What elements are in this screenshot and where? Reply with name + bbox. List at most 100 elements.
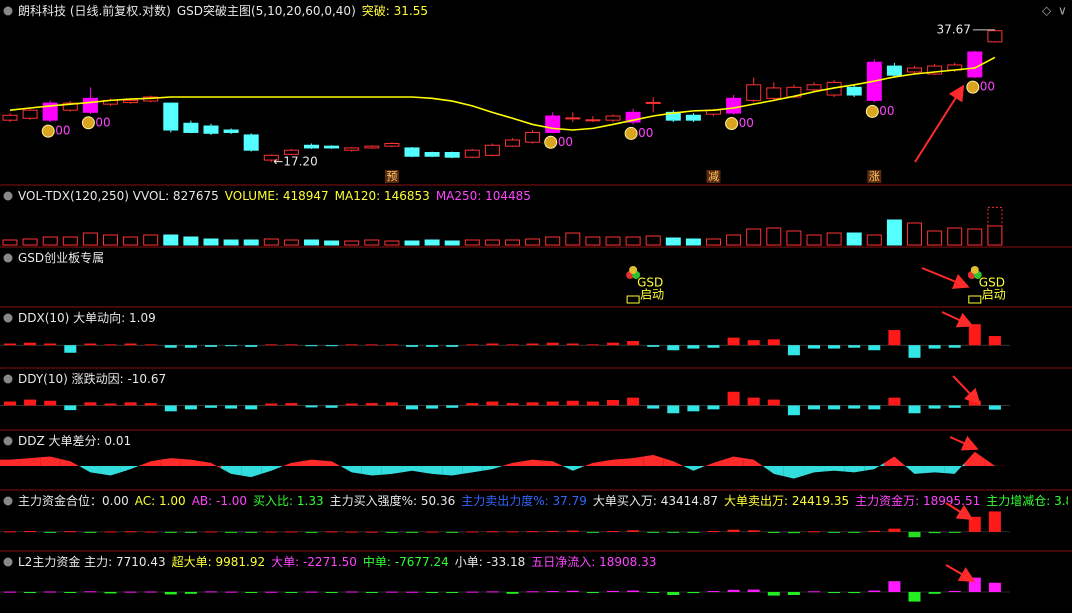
candle-body <box>42 102 58 121</box>
volume-bar <box>866 234 882 246</box>
bar <box>466 591 479 593</box>
signal-text: GSD <box>979 276 1005 290</box>
bar <box>747 397 760 406</box>
candle-body <box>585 119 601 122</box>
area-segment <box>241 466 262 478</box>
bar <box>446 531 459 533</box>
window-icon[interactable]: ∨ <box>1058 4 1067 18</box>
panel-toggle[interactable] <box>3 557 13 567</box>
bar <box>667 531 680 533</box>
bar <box>808 405 820 410</box>
header-item: 大单买入万: 43414.87 <box>593 494 718 508</box>
area-segment <box>743 458 764 467</box>
area-segment <box>824 466 845 472</box>
panel-toggle[interactable] <box>3 313 13 323</box>
candle-body <box>444 152 460 158</box>
area-segment <box>904 465 925 474</box>
volume-bar <box>62 236 78 246</box>
area-segment <box>281 461 302 467</box>
volume-bar <box>103 234 118 246</box>
bar <box>988 405 1001 410</box>
bar <box>787 405 800 416</box>
bar <box>225 405 238 409</box>
bar <box>245 592 258 593</box>
bar <box>446 405 459 408</box>
volume-bar <box>886 219 902 246</box>
bar <box>707 531 720 533</box>
bar <box>828 592 841 593</box>
candle-body <box>545 115 561 133</box>
marker-text: 涨 <box>869 170 880 183</box>
bar <box>586 344 599 346</box>
candle-body <box>283 149 299 155</box>
bar <box>4 531 16 533</box>
bar <box>928 592 941 594</box>
volume-bar <box>203 238 219 246</box>
signal-coin <box>81 116 95 130</box>
window-icon[interactable]: ◇ <box>1042 4 1052 18</box>
bar <box>84 343 97 346</box>
header-item: 主力资金合位：0.00 <box>18 493 129 508</box>
signal-coin <box>865 104 879 118</box>
area-segment <box>180 458 201 466</box>
bar <box>808 531 820 533</box>
marker-text: 预 <box>386 170 397 183</box>
panel-toggle[interactable] <box>3 436 13 446</box>
area-segment <box>361 466 382 476</box>
bar <box>225 531 238 533</box>
volume-bar <box>22 238 38 246</box>
area-segment <box>984 458 1005 466</box>
bar <box>767 339 780 346</box>
bar <box>647 592 660 593</box>
bar <box>687 405 700 412</box>
signal-coin <box>544 135 558 149</box>
bar <box>526 402 539 406</box>
header-item: VOLUME: 418947 <box>225 189 329 203</box>
candle-body <box>726 97 742 114</box>
bar <box>44 591 57 593</box>
header-item: 大单: -2271.50 <box>271 555 357 569</box>
bar <box>245 345 258 347</box>
bar <box>888 397 901 406</box>
candle-body <box>886 65 902 76</box>
bar <box>426 592 439 593</box>
panel-toggle[interactable] <box>3 374 13 384</box>
bar <box>988 511 1001 532</box>
area-segment <box>542 460 563 466</box>
signal-label: 00 <box>739 116 754 130</box>
bar <box>466 344 479 346</box>
bar <box>164 345 177 348</box>
volume-bar <box>927 230 943 246</box>
bar <box>245 405 258 410</box>
header-item: 突破: 31.55 <box>362 3 428 18</box>
area-segment <box>783 466 804 479</box>
bar <box>64 531 77 533</box>
bar <box>325 405 338 408</box>
signal-coin <box>966 80 980 94</box>
volume-bar <box>786 230 802 246</box>
bar <box>526 343 539 346</box>
bar <box>64 345 77 353</box>
bar <box>164 405 177 412</box>
candle-body <box>565 117 581 120</box>
panel-toggle[interactable] <box>3 253 13 263</box>
bar <box>385 531 398 533</box>
bar <box>225 591 238 593</box>
bar <box>506 592 519 594</box>
bar <box>687 531 700 533</box>
bar <box>285 592 298 593</box>
bar <box>345 403 358 406</box>
candle-body <box>525 131 541 143</box>
area-segment <box>562 466 583 471</box>
candle-body <box>685 114 701 121</box>
panel-toggle[interactable] <box>3 6 13 16</box>
panel-toggle[interactable] <box>3 496 13 506</box>
bar <box>566 400 579 406</box>
area-segment <box>40 456 61 466</box>
bar <box>968 324 981 346</box>
candle-body <box>605 115 621 121</box>
panel-toggle[interactable] <box>3 191 13 201</box>
bar <box>868 590 881 592</box>
bar <box>908 531 921 538</box>
